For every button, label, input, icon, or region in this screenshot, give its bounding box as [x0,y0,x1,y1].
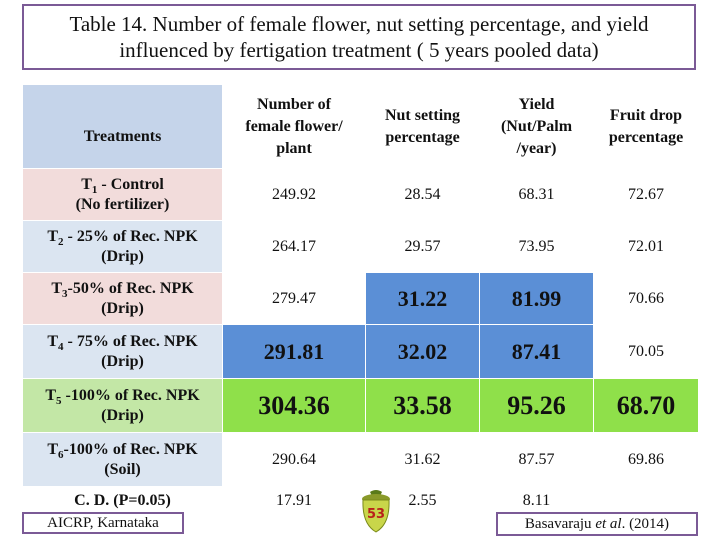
value-cell: 31.62 [365,432,480,487]
value-cell-best: 95.26 [479,378,594,433]
table-row: T1 - Control (No fertilizer) 249.92 28.5… [22,168,699,221]
header-row: Treatments Number of female flower/ plan… [22,84,699,169]
value-cell-best: 68.70 [593,378,699,433]
cd-value: 8.11 [479,486,594,515]
value-cell: 264.17 [222,220,366,273]
table-row: T5 -100% of Rec. NPK (Drip) 304.36 33.58… [22,378,699,433]
value-cell-highlight: 81.99 [479,272,594,325]
cd-value: 17.91 [222,486,366,515]
page-number: 53 [367,507,385,522]
title-line-2: influenced by fertigation treatment ( 5 … [119,38,599,62]
treatment-cell: T4 - 75% of Rec. NPK (Drip) [22,324,223,379]
value-cell: 29.57 [365,220,480,273]
value-cell: 68.31 [479,168,594,221]
aicrp-label: AICRP, Karnataka [22,512,184,534]
value-cell: 70.05 [593,324,699,379]
value-cell-best: 33.58 [365,378,480,433]
value-cell: 87.57 [479,432,594,487]
title-line-1: Table 14. Number of female flower, nut s… [69,12,649,36]
treatment-cell: T5 -100% of Rec. NPK (Drip) [22,378,223,433]
value-cell: 72.67 [593,168,699,221]
header-treatments: Treatments [22,84,223,169]
value-cell: 69.86 [593,432,699,487]
value-cell-best: 304.36 [222,378,366,433]
header-nut-setting: Nut setting percentage [365,84,480,169]
data-table: Treatments Number of female flower/ plan… [22,84,699,515]
treatment-cell: T6-100% of Rec. NPK (Soil) [22,432,223,487]
value-cell-highlight: 291.81 [222,324,366,379]
source-citation: Basavaraju et al. (2014) [496,512,698,536]
treatment-cell: T1 - Control (No fertilizer) [22,168,223,221]
value-cell: 73.95 [479,220,594,273]
header-female-flower: Number of female flower/ plant [222,84,366,169]
cd-label: C. D. (P=0.05) [22,486,223,515]
value-cell-highlight: 32.02 [365,324,480,379]
table-row: T3-50% of Rec. NPK (Drip) 279.47 31.22 8… [22,272,699,325]
value-cell-highlight: 87.41 [479,324,594,379]
value-cell: 70.66 [593,272,699,325]
value-cell: 279.47 [222,272,366,325]
value-cell-highlight: 31.22 [365,272,480,325]
value-cell: 290.64 [222,432,366,487]
treatment-cell: T3-50% of Rec. NPK (Drip) [22,272,223,325]
value-cell: 249.92 [222,168,366,221]
table-title: Table 14. Number of female flower, nut s… [22,4,696,70]
table-row: T2 - 25% of Rec. NPK (Drip) 264.17 29.57… [22,220,699,273]
table-row: T4 - 75% of Rec. NPK (Drip) 291.81 32.02… [22,324,699,379]
table-row: T6-100% of Rec. NPK (Soil) 290.64 31.62 … [22,432,699,487]
header-fruit-drop: Fruit drop percentage [593,84,699,169]
treatment-cell: T2 - 25% of Rec. NPK (Drip) [22,220,223,273]
value-cell: 72.01 [593,220,699,273]
acorn-page-number-icon: 53 [362,490,390,533]
cd-value [593,486,699,515]
header-yield: Yield (Nut/Palm /year) [479,84,594,169]
value-cell: 28.54 [365,168,480,221]
